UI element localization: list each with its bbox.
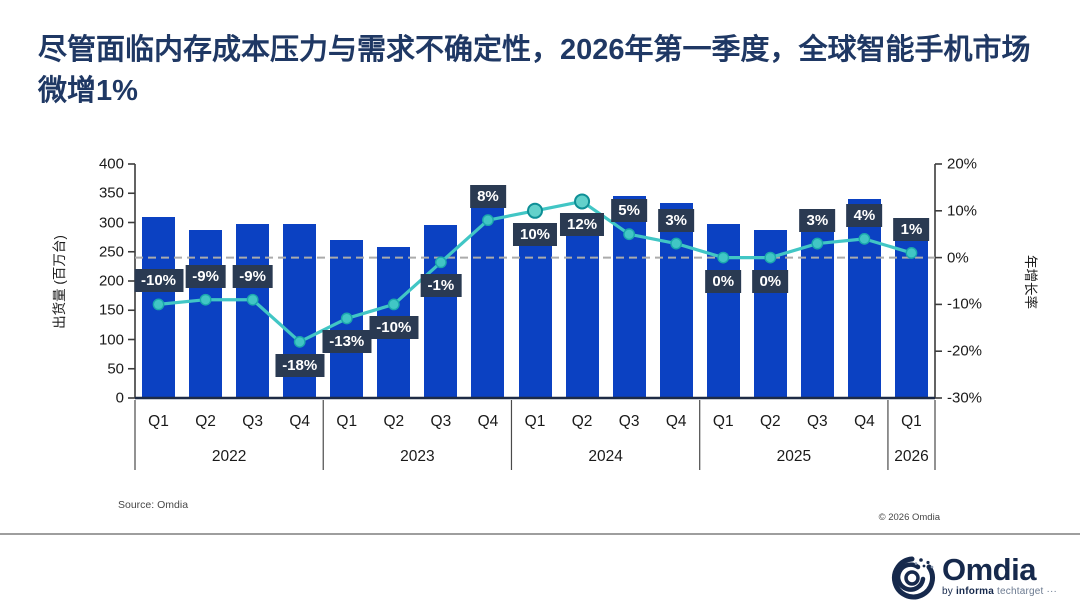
shipment-bar bbox=[142, 216, 176, 398]
quarter-label: Q3 bbox=[242, 413, 263, 430]
left-axis-tick: 100 bbox=[98, 331, 124, 348]
shipment-bar bbox=[659, 203, 693, 398]
growth-badge: -10% bbox=[134, 269, 184, 293]
growth-badge: 3% bbox=[799, 208, 836, 232]
growth-badge: -1% bbox=[420, 274, 462, 298]
left-axis-tick: 300 bbox=[98, 214, 124, 231]
quarter-label: Q1 bbox=[148, 413, 169, 430]
right-axis-title: 年增长率 bbox=[1023, 255, 1038, 309]
left-axis-tick: 200 bbox=[98, 272, 124, 290]
right-axis-tick: 10% bbox=[947, 202, 978, 220]
year-label: 2024 bbox=[588, 448, 623, 465]
quarter-label: Q4 bbox=[665, 413, 687, 430]
omdia-logo-text: Omdia bbox=[942, 552, 1036, 587]
omdia-logo-icon bbox=[891, 556, 935, 600]
growth-badge: 0% bbox=[705, 269, 742, 293]
source-note: Source: Omdia bbox=[118, 499, 189, 511]
chart-title: 尽管面临内存成本压力与需求不确定性，2026年第一季度，全球智能手机市场微增1% bbox=[38, 34, 1031, 107]
shipment-bar bbox=[565, 223, 599, 398]
byline-techtarget: techtarget bbox=[997, 586, 1044, 597]
quarter-label: Q2 bbox=[195, 413, 216, 430]
growth-marker bbox=[574, 193, 591, 210]
year-label: 2026 bbox=[894, 448, 929, 465]
growth-badge: -10% bbox=[369, 316, 419, 340]
left-axis-tick: 350 bbox=[98, 184, 124, 202]
year-label: 2023 bbox=[400, 448, 435, 465]
shipment-bar bbox=[424, 224, 458, 398]
left-axis-tick: 0 bbox=[115, 389, 124, 407]
right-axis-tick: 20% bbox=[947, 155, 978, 173]
shipment-bar bbox=[236, 223, 270, 398]
shipment-bar bbox=[612, 196, 646, 398]
growth-badge: 10% bbox=[512, 222, 558, 246]
quarter-label: Q2 bbox=[571, 413, 593, 430]
growth-badge: -18% bbox=[275, 353, 325, 377]
growth-badge: 1% bbox=[893, 217, 930, 241]
right-axis-tick: -30% bbox=[947, 389, 983, 407]
growth-badge: 3% bbox=[658, 208, 695, 232]
omdia-logo: Omdia by informa techtarget ··· bbox=[888, 554, 1057, 602]
quarter-label: Q2 bbox=[759, 413, 781, 430]
quarter-label: Q3 bbox=[807, 413, 828, 430]
year-label: 2022 bbox=[211, 448, 247, 465]
quarter-label: Q1 bbox=[712, 413, 734, 430]
growth-badge: 0% bbox=[752, 269, 789, 293]
left-axis-tick: 150 bbox=[98, 301, 124, 319]
growth-badge: 8% bbox=[470, 185, 506, 209]
shipment-bar bbox=[753, 229, 787, 398]
shipment-bar bbox=[471, 187, 505, 398]
byline-informa: informa bbox=[955, 586, 995, 597]
quarter-label: Q4 bbox=[289, 413, 311, 430]
quarter-label: Q1 bbox=[336, 413, 358, 430]
shipment-bar bbox=[706, 224, 740, 398]
left-axis-tick: 50 bbox=[107, 360, 124, 378]
shipment-bar bbox=[518, 224, 552, 398]
byline-dots: ··· bbox=[1046, 586, 1058, 597]
footer-divider bbox=[0, 533, 1080, 535]
shipment-bar bbox=[330, 240, 364, 398]
right-axis-tick: 0% bbox=[947, 249, 969, 267]
quarter-label: Q1 bbox=[901, 413, 922, 430]
growth-badge: -9% bbox=[232, 264, 273, 288]
copyright-note: © 2026 Omdia bbox=[878, 512, 940, 523]
right-axis-tick: -20% bbox=[947, 342, 983, 360]
growth-badge: -9% bbox=[185, 264, 226, 288]
quarter-label: Q3 bbox=[430, 413, 452, 430]
growth-marker bbox=[527, 202, 543, 219]
left-axis-tick: 400 bbox=[98, 155, 124, 173]
quarter-label: Q4 bbox=[477, 413, 499, 430]
shipment-bar bbox=[847, 199, 881, 398]
right-axis-tick: -10% bbox=[947, 295, 983, 313]
shipment-bar bbox=[189, 230, 223, 398]
growth-badge: 12% bbox=[560, 213, 605, 237]
quarter-label: Q4 bbox=[854, 413, 875, 430]
left-axis-tick: 250 bbox=[98, 243, 124, 261]
growth-badge: -13% bbox=[322, 330, 372, 354]
year-label: 2025 bbox=[776, 448, 812, 465]
growth-badge: 5% bbox=[611, 199, 647, 223]
shipment-bar bbox=[800, 209, 834, 398]
quarter-label: Q3 bbox=[618, 413, 640, 430]
quarter-label: Q2 bbox=[383, 413, 405, 430]
growth-badge: 4% bbox=[846, 203, 883, 227]
shipment-bar bbox=[894, 222, 928, 398]
omdia-logo-byline: by informa techtarget ··· bbox=[942, 586, 1057, 597]
byline-by: by bbox=[942, 586, 953, 597]
quarter-label: Q1 bbox=[524, 413, 546, 430]
